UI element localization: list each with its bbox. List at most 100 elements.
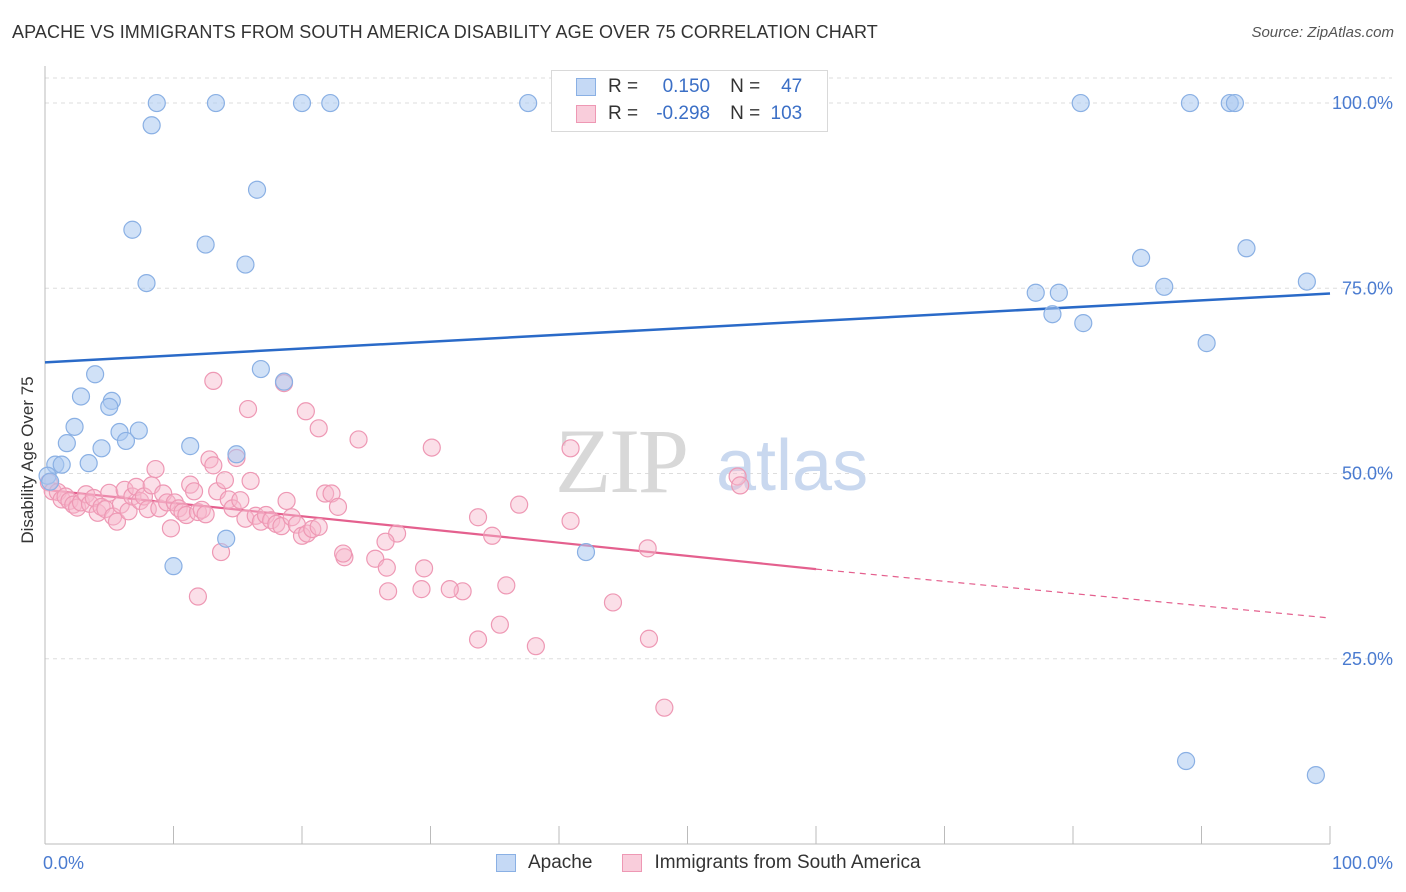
immigrants-point: [204, 456, 223, 475]
legend-n-label: N =: [730, 76, 761, 97]
grid-lines: [45, 77, 1392, 660]
apache-point: [274, 372, 294, 391]
apache-legend-swatch: [496, 854, 516, 872]
chart-title: APACHE VS IMMIGRANTS FROM SOUTH AMERICA …: [12, 22, 878, 42]
y-axis-label: Disability Age Over 75: [18, 376, 37, 544]
immigrants-point: [296, 402, 315, 421]
immigrants-point: [161, 519, 181, 538]
apache-point: [1180, 93, 1200, 113]
legend-r-value: -0.298: [656, 103, 711, 124]
apache-point: [1155, 277, 1174, 296]
immigrants-point: [334, 544, 353, 563]
apache-point: [147, 93, 166, 113]
immigrants-point: [309, 517, 328, 536]
immigrants-point: [378, 582, 398, 601]
apache-point: [1043, 305, 1062, 324]
y-tick-label: 100.0%: [1332, 93, 1393, 113]
apache-point: [52, 455, 71, 474]
correlation-legend: R = 0.150 N = 47 R = -0.298 N = 103: [551, 70, 828, 132]
immigrants-point: [468, 508, 488, 527]
immigrants-point: [638, 539, 657, 558]
immigrants-point: [309, 419, 328, 438]
apache-point: [321, 93, 340, 113]
legend-r-label: R =: [608, 103, 639, 124]
legend-n-label: N =: [730, 103, 761, 124]
apache-point: [236, 255, 255, 274]
apache-point: [1049, 283, 1068, 302]
apache-point: [196, 235, 215, 254]
immigrants-point: [349, 430, 368, 449]
legend-r-value: 0.150: [662, 76, 711, 97]
chart-source: Source: ZipAtlas.com: [1251, 24, 1394, 41]
watermark-zip: ZIP: [555, 410, 687, 512]
apache-point: [1132, 248, 1151, 268]
x-tick-label: 100.0%: [1332, 853, 1393, 873]
apache-swatch: [576, 78, 596, 96]
trend-lines: [44, 292, 1331, 619]
immigrants-point: [561, 439, 580, 458]
legend-row-apache: R = 0.150 N = 47: [552, 74, 802, 100]
immigrants-point: [376, 532, 395, 551]
apache-point: [137, 273, 156, 293]
immigrants-point: [316, 484, 335, 503]
apache-point: [181, 437, 200, 456]
apache-trend-line: [44, 292, 1331, 364]
apache-legend-label: Apache: [528, 852, 593, 873]
y-tick-label: 75.0%: [1342, 278, 1393, 298]
immigrants-point: [731, 476, 750, 495]
legend-n-value: 47: [781, 76, 803, 97]
apache-point: [92, 439, 111, 458]
immigrants-point: [468, 630, 488, 649]
legend-item-immigrants: Immigrants from South America: [622, 852, 921, 874]
y-tick-label: 25.0%: [1342, 649, 1393, 669]
apache-point: [71, 387, 91, 406]
immigrants-point: [107, 512, 127, 531]
immigrants-point: [231, 491, 250, 510]
apache-point: [1026, 283, 1045, 302]
apache-point: [86, 365, 105, 384]
immigrants-point: [238, 399, 258, 419]
immigrants-point: [100, 483, 119, 502]
immigrants-point: [328, 497, 348, 516]
immigrants-point: [510, 495, 529, 514]
apache-point: [251, 359, 270, 379]
immigrants-trend-extension: [815, 568, 1331, 619]
series-legend: Apache Immigrants from South America: [496, 852, 951, 874]
legend-n-value: 103: [770, 103, 803, 124]
immigrants-point: [440, 580, 459, 599]
apache-point: [1237, 239, 1256, 258]
apache-point: [1074, 314, 1093, 333]
immigrants-point: [497, 576, 516, 595]
immigrants-point: [127, 477, 146, 496]
x-tick-label: 0.0%: [43, 853, 84, 873]
apache-point: [227, 445, 246, 464]
y-axis-label-wrap: Disability Age Over 75: [16, 240, 40, 680]
apache-point: [519, 93, 538, 113]
immigrants-point: [277, 491, 296, 511]
immigrants-point: [490, 615, 509, 634]
immigrants-point: [146, 459, 165, 479]
apache-point: [164, 557, 183, 576]
immigrants-point: [639, 629, 659, 648]
immigrants-point: [412, 580, 431, 599]
immigrants-point: [603, 593, 623, 612]
immigrants-trend-line: [44, 488, 817, 571]
immigrants-point: [184, 482, 204, 501]
apache-point: [41, 472, 60, 491]
apache-point: [1197, 334, 1216, 353]
immigrants-point: [188, 587, 208, 606]
immigrants-point: [526, 637, 545, 656]
apache-point: [292, 93, 312, 113]
data-points: [38, 93, 1325, 785]
immigrants-point: [157, 493, 177, 512]
apache-point: [206, 93, 226, 113]
immigrants-point: [377, 558, 396, 577]
apache-point: [123, 220, 142, 239]
apache-point: [247, 180, 267, 199]
immigrants-swatch: [576, 105, 596, 123]
apache-point: [57, 434, 76, 453]
apache-point: [129, 421, 148, 440]
apache-point: [217, 529, 236, 548]
apache-point: [1297, 272, 1316, 291]
immigrants-point: [215, 471, 234, 490]
